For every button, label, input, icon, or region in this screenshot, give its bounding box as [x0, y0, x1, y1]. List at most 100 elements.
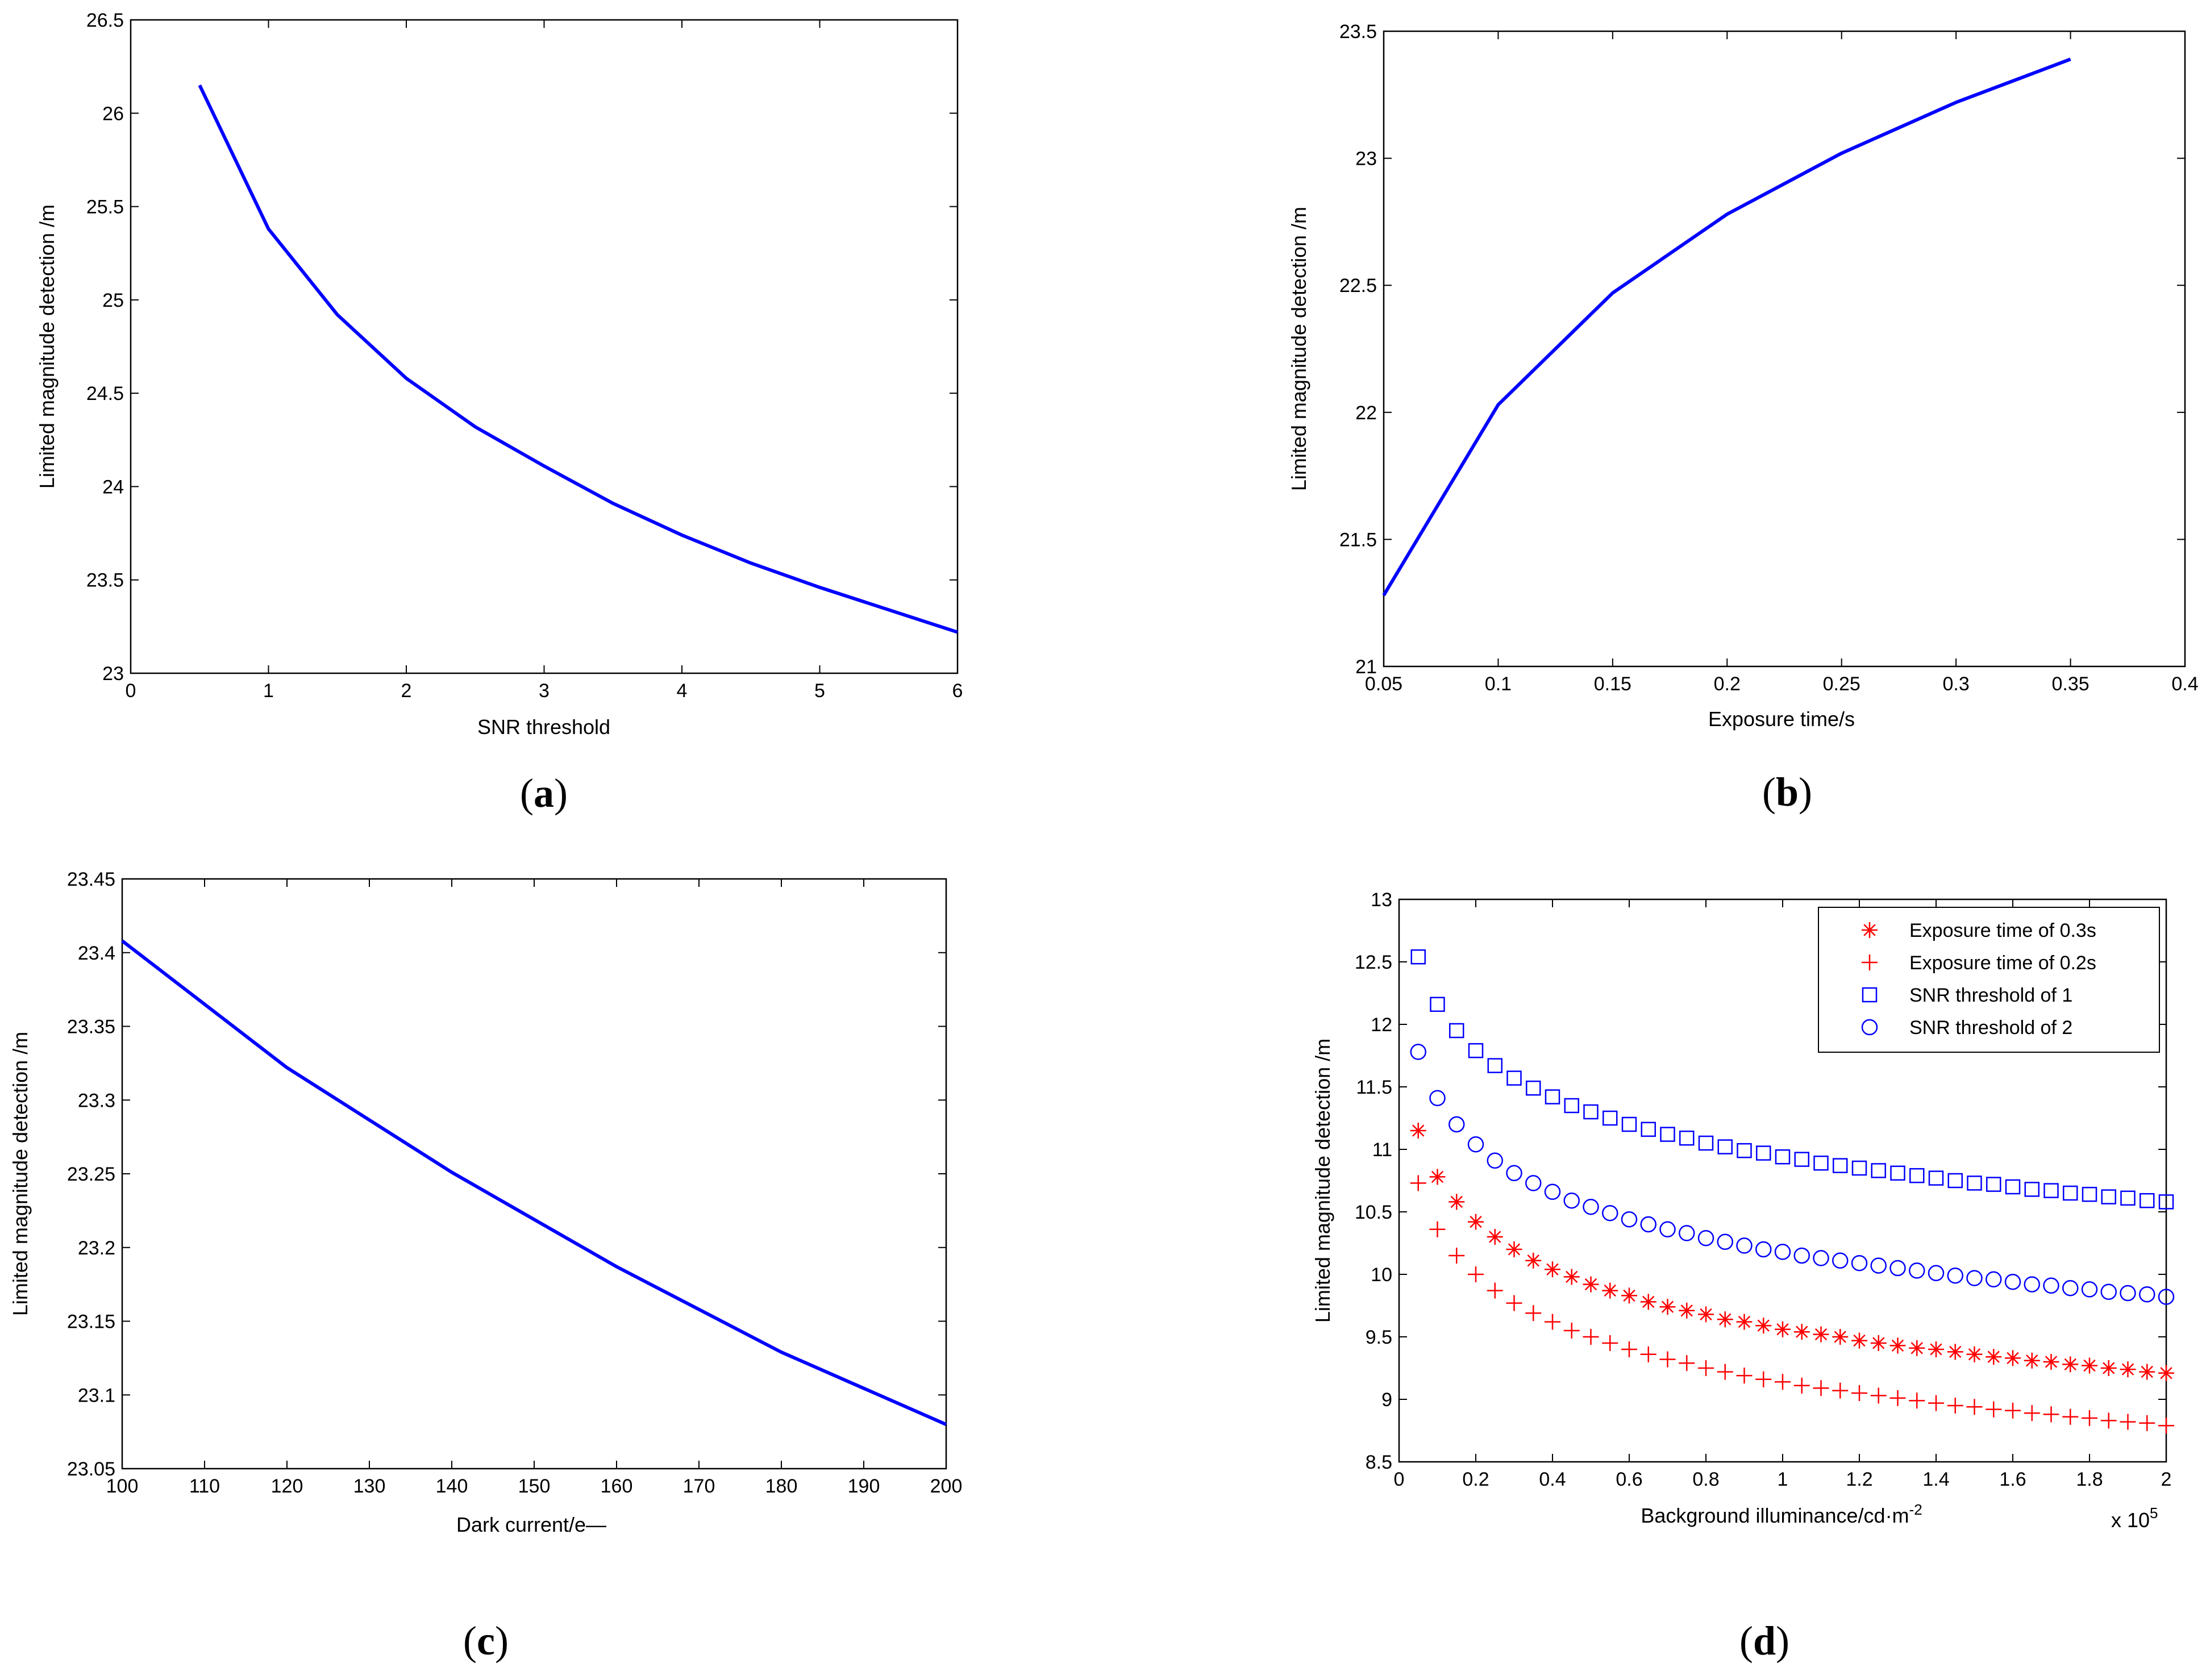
y-tick-label: 21.5: [1339, 529, 1377, 551]
plot-area: [1383, 30, 2186, 668]
data-point: [1429, 1090, 1446, 1107]
y-tick-label: 11.5: [1356, 1077, 1392, 1098]
y-tick-label: 23.5: [1339, 21, 1377, 43]
x-tick-label: 2: [2161, 1469, 2172, 1490]
data-point: [1717, 1139, 1733, 1154]
data-point: [1621, 1211, 1638, 1228]
data-point: [1410, 949, 1426, 965]
data-point: [1986, 1349, 2002, 1365]
data-point: [2082, 1357, 2097, 1374]
legend-box: [1818, 907, 2160, 1053]
data-point: [2043, 1354, 2059, 1370]
panel-b: 0.05 0.1 0.15 0.2 0.25 0.3 0.35 0.4 21 21.5 22 22.5…: [1287, 21, 2199, 815]
data-point: [1870, 1257, 1887, 1274]
data-point: [1679, 1302, 1695, 1319]
panel-caption: (b): [1762, 769, 1812, 815]
data-point: [1640, 1216, 1656, 1233]
data-point: [1755, 1371, 1772, 1387]
x-tick-label: 0.3: [1943, 673, 1970, 695]
data-point: [2120, 1190, 2136, 1206]
y-tick-label: 23.35: [67, 1016, 115, 1038]
y-tick-label: 23.15: [67, 1311, 115, 1333]
data-point: [1794, 1152, 1809, 1167]
data-point: [1755, 1318, 1772, 1334]
panel-caption: (d): [1739, 1618, 1789, 1664]
data-point: [1660, 1127, 1675, 1142]
data-point: [2062, 1279, 2079, 1297]
x-tick-label: 0.2: [1462, 1469, 1489, 1490]
data-point: [1545, 1261, 1560, 1278]
data-point: [1487, 1229, 1503, 1245]
x-tick-label: 140: [436, 1475, 468, 1497]
data-point: [1697, 1229, 1714, 1247]
data-point: [1659, 1299, 1676, 1315]
ticks: 100 110 120 130 140 150 160 170 180 190 200 23.05 23…: [67, 869, 962, 1497]
x-tick-label: 100: [106, 1475, 139, 1497]
data-point: [1468, 1214, 1484, 1230]
x-tick-label: 0.25: [1823, 673, 1860, 695]
data-point: [2062, 1408, 2079, 1425]
data-point: [1833, 1158, 1848, 1173]
data-point: [2101, 1189, 2116, 1204]
data-point: [1890, 1165, 1905, 1181]
data-point: [1909, 1168, 1925, 1183]
x-tick-label: 0.05: [1365, 673, 1402, 695]
data-point: [1698, 1306, 1714, 1323]
data-point: [1813, 1250, 1829, 1266]
data-point: [2139, 1415, 2155, 1431]
x-tick-label: 1.8: [2076, 1469, 2103, 1490]
y-tick-label: 23.4: [78, 943, 115, 964]
data-marks: [121, 939, 947, 1426]
x-tick-label: 0.8: [1692, 1469, 1719, 1490]
data-point: [1698, 1135, 1714, 1151]
data-point: [1889, 1337, 1906, 1354]
data-point: [2024, 1352, 2040, 1369]
legend-marker: [1862, 954, 1878, 970]
data-point: [1621, 1116, 1637, 1132]
x-tick-label: 0.4: [1539, 1469, 1566, 1490]
y-tick-label: 22.5: [1339, 275, 1377, 297]
x-tick-label: 0.15: [1594, 673, 1631, 695]
data-point: [1545, 1314, 1560, 1330]
y-tick-label: 25: [102, 290, 124, 311]
data-point: [1449, 1194, 1465, 1210]
data-point: [1986, 1271, 2002, 1288]
data-point: [2082, 1186, 2097, 1202]
data-point: [2158, 1418, 2174, 1434]
data-point: [2043, 1406, 2059, 1423]
legend-label-exposure-0-3s: Exposure time of 0.3s: [1909, 920, 2096, 941]
panel-caption: (c): [463, 1618, 509, 1664]
data-point: [2024, 1182, 2039, 1197]
data-point: [1870, 1335, 1887, 1351]
data-point: [2005, 1179, 2021, 1195]
data-point: [1813, 1380, 1829, 1396]
data-point: [1756, 1145, 1771, 1161]
data-point: [1832, 1252, 1849, 1269]
data-point: [2140, 1193, 2155, 1208]
y-tick-label: 12.5: [1355, 952, 1392, 973]
data-point: [1775, 1374, 1791, 1390]
x-tick-label: 5: [814, 680, 825, 702]
x-tick-label: 190: [848, 1475, 880, 1497]
legend-label-snr-1: SNR threshold of 1: [1909, 985, 2072, 1006]
panel-d: 0 0.2 0.4 0.6 0.8 1 1.2 1.4 1.6 1.8 2 8.5 9 9.5 10 10.5…: [1311, 889, 2175, 1664]
data-point: [1737, 1143, 1752, 1158]
y-tick-label: 26: [102, 103, 124, 124]
data-point: [1583, 1198, 1599, 1215]
y-tick-label: 21: [1355, 656, 1377, 678]
data-point: [2005, 1402, 2021, 1419]
data-point: [2024, 1405, 2040, 1421]
x-tick-label: 200: [930, 1475, 963, 1497]
data-point: [1947, 1398, 1963, 1414]
y-tick-label: 23.45: [67, 869, 115, 890]
data-point: [1487, 1282, 1503, 1299]
data-point: [2158, 1365, 2174, 1381]
y-tick-label: 8.5: [1366, 1452, 1392, 1473]
data-point: [1583, 1104, 1599, 1120]
data-point: [2043, 1277, 2059, 1294]
x-tick-label: 0: [126, 680, 136, 702]
y-tick-label: 10: [1371, 1264, 1392, 1286]
data-point: [1851, 1160, 1867, 1176]
x-tick-label: 0: [1394, 1469, 1405, 1490]
